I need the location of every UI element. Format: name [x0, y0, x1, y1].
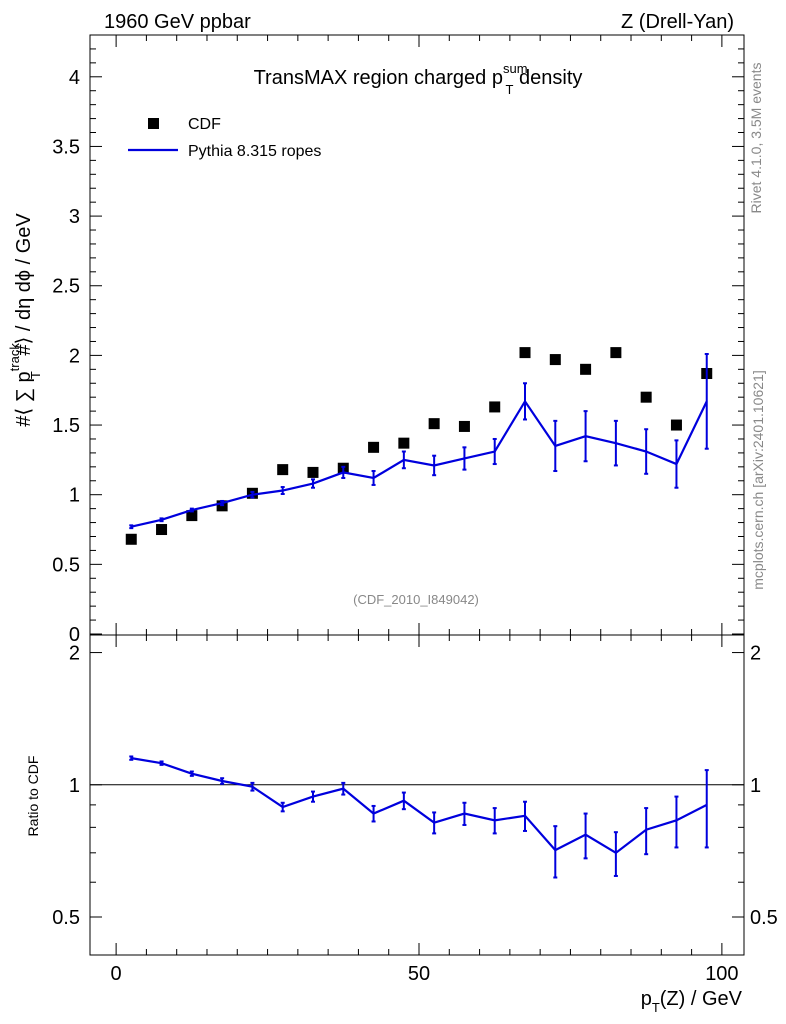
- ratio-plot-frame: [89, 634, 745, 956]
- main-ytick-label: 0: [69, 624, 80, 646]
- main-ytick-label: 2.5: [52, 276, 80, 298]
- cdf-point: [186, 510, 198, 522]
- cdf-point: [428, 418, 440, 430]
- cdf-point: [549, 354, 561, 366]
- ratio-ytick-label-left: 1: [69, 775, 80, 797]
- main-ytick-label: 4: [69, 67, 80, 89]
- main-axis-ticks: 0 0.5 1 1.5 2 2.5 3 3.5 4: [52, 34, 744, 646]
- mcplots-label: mcplots.cern.ch [arXiv:2401.10621]: [750, 370, 766, 589]
- cdf-point: [277, 464, 289, 476]
- xtick-label: 100: [705, 963, 738, 985]
- cdf-point: [519, 347, 531, 359]
- cdf-point: [640, 391, 652, 403]
- cdf-point: [156, 524, 168, 536]
- ratio-axis-ticks: 0.5 0.5 1 1 2 2 0 50 100: [52, 635, 778, 985]
- ratio-ytick-label-left: 2: [69, 643, 80, 665]
- analysis-id: (CDF_2010_I849042): [353, 592, 479, 607]
- cdf-point: [580, 363, 592, 375]
- header-right: Z (Drell-Yan): [621, 11, 734, 33]
- cdf-point: [670, 419, 682, 431]
- xtick-label: 50: [408, 963, 430, 985]
- cdf-point: [398, 437, 410, 449]
- header-left: 1960 GeV ppbar: [104, 11, 251, 33]
- legend-marker-cdf: [148, 118, 159, 129]
- cdf-point: [610, 347, 622, 359]
- ratio-data-layer: [129, 755, 709, 879]
- cdf-point: [368, 441, 380, 453]
- main-ytick-label: 1.5: [52, 415, 80, 437]
- rivet-label: Rivet 4.1.0, 3.5M events: [748, 63, 764, 214]
- main-ytick-label: 3.5: [52, 136, 80, 158]
- cdf-point: [489, 401, 501, 413]
- ratio-ytick-label-left: 0.5: [52, 907, 80, 929]
- plot-title: TransMAX region charged psum T density: [254, 61, 583, 97]
- ratio-ytick-label-right: 0.5: [750, 907, 778, 929]
- main-ytick-label: 2: [69, 345, 80, 367]
- cdf-point: [458, 420, 470, 432]
- ratio-ytick-label-right: 2: [750, 643, 761, 665]
- main-ytick-label: 0.5: [52, 554, 80, 576]
- xtick-label: 0: [111, 963, 122, 985]
- main-ylabel: #⟨ ∑ ptrackT #⟩ / dη dϕ / GeV: [7, 213, 43, 427]
- cdf-point: [125, 533, 137, 545]
- main-ytick-label: 1: [69, 485, 80, 507]
- ratio-ytick-label-right: 1: [750, 775, 761, 797]
- legend: CDF Pythia 8.315 ropes: [128, 116, 321, 160]
- cdf-point: [307, 466, 319, 478]
- pythia-line: [131, 399, 708, 528]
- legend-label-cdf: CDF: [188, 116, 221, 133]
- main-data-layer: [125, 347, 713, 545]
- ratio-line: [131, 757, 708, 855]
- xlabel: pT(Z) / GeV: [641, 988, 743, 1015]
- ratio-ylabel: Ratio to CDF: [25, 756, 41, 837]
- main-ytick-label: 3: [69, 206, 80, 228]
- legend-label-pythia: Pythia 8.315 ropes: [188, 143, 321, 160]
